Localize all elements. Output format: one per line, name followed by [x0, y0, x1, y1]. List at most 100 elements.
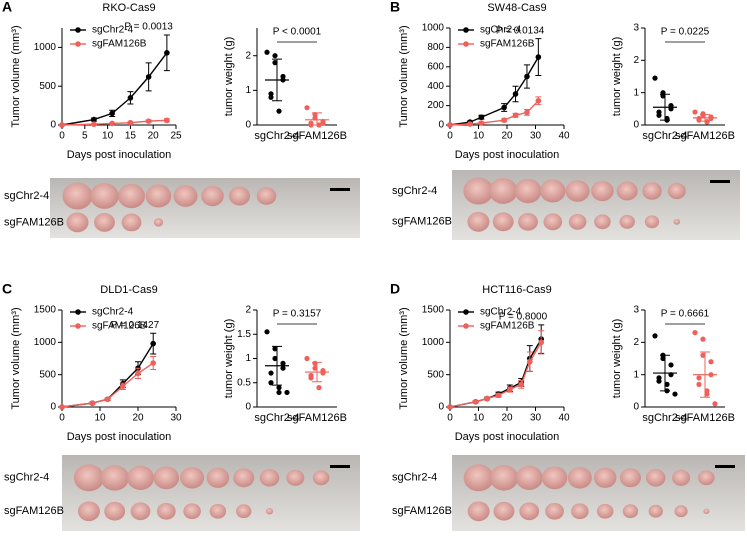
x-tick-label: 25	[170, 131, 182, 142]
data-point	[316, 385, 322, 391]
series-line	[61, 119, 167, 126]
tumor	[77, 501, 100, 522]
panel-label: D	[390, 281, 400, 297]
tumor	[515, 465, 543, 490]
data-point	[304, 105, 310, 111]
y-tick-label: 1	[245, 85, 251, 96]
tumor	[492, 212, 514, 232]
data-point	[304, 355, 310, 362]
y-tick-label: 200	[427, 100, 444, 111]
annotation: P = 0.0013	[124, 22, 173, 33]
tumor	[493, 501, 515, 521]
y-tick-label: 800	[427, 42, 444, 53]
data-point	[280, 365, 286, 371]
photo-background	[452, 455, 745, 531]
data-point	[164, 117, 170, 124]
tumor	[540, 179, 566, 203]
data-point	[692, 109, 698, 115]
tumor	[118, 183, 145, 209]
tumor	[121, 213, 142, 232]
y-tick-label: 1000	[34, 42, 57, 53]
data-point	[109, 110, 115, 117]
y-tick-label: 1500	[34, 305, 57, 316]
tumor	[616, 181, 638, 201]
tumor	[229, 186, 250, 206]
legend-label: sgChr2-4	[92, 307, 134, 318]
y-tick-label: 500	[427, 369, 444, 380]
data-point	[656, 378, 662, 384]
tumor	[642, 182, 662, 200]
x-tick-label: 0	[447, 413, 453, 424]
x-tick-label: 10	[102, 131, 114, 142]
data-point	[308, 122, 314, 128]
x-tick-label: sgFAM126B	[675, 130, 735, 142]
x-tick-label: 20	[148, 131, 160, 142]
tumor	[130, 502, 151, 521]
data-point	[512, 112, 519, 119]
tumor	[73, 464, 104, 492]
y-tick-label: 2	[245, 50, 251, 61]
data-point	[696, 375, 702, 381]
tumor	[233, 468, 255, 488]
sd-bar	[660, 93, 670, 121]
data-point	[700, 352, 706, 358]
data-point	[164, 50, 170, 56]
photo-row-label: sgChr2-4	[4, 190, 49, 202]
tumor	[622, 504, 639, 519]
tumor	[286, 469, 305, 486]
y-tick-label: 0	[438, 402, 444, 413]
data-point	[501, 117, 507, 123]
tumor	[674, 505, 688, 518]
data-point	[145, 74, 152, 80]
tumor	[145, 184, 172, 208]
y-tick-label: 3	[633, 305, 639, 316]
legend-marker	[463, 323, 469, 329]
tumor	[672, 469, 691, 486]
y-axis-label: tumor weight (g)	[611, 319, 623, 398]
scale-bar	[330, 188, 350, 191]
annotation: P = 0.6661	[661, 309, 710, 320]
data-point	[135, 370, 141, 377]
data-point	[89, 400, 96, 406]
y-tick-label: 2	[633, 337, 639, 348]
tumor	[104, 501, 126, 521]
data-point	[672, 391, 678, 397]
photo-row-label: sgChr2-4	[392, 185, 437, 197]
data-point	[308, 375, 314, 381]
panel-label: A	[2, 0, 12, 15]
chart-title: HCT116-Cas9	[482, 284, 552, 296]
y-tick-label: 500	[39, 81, 56, 92]
legend-marker	[463, 27, 469, 33]
data-point	[507, 386, 513, 393]
y-tick-label: 1000	[34, 337, 57, 348]
legend-label: sgFAM126B	[92, 321, 147, 332]
y-tick-label: 0	[50, 402, 56, 413]
x-axis-label: Days post inoculation	[455, 431, 560, 443]
data-point	[660, 355, 666, 362]
tumor	[596, 503, 614, 519]
data-point	[708, 115, 714, 122]
annotation: P < 0.0001	[273, 27, 322, 38]
tumor	[593, 467, 617, 488]
tumor	[463, 177, 494, 205]
data-point	[535, 54, 542, 60]
data-point	[700, 336, 706, 342]
y-tick-label: 0	[633, 120, 639, 131]
photo-row-label: sgFAM126B	[4, 216, 64, 228]
data-point	[527, 358, 533, 365]
x-tick-label: 20	[132, 413, 144, 424]
sd-bar	[700, 351, 710, 398]
tumor	[127, 465, 154, 490]
x-tick-label: sgChr2-4	[642, 130, 687, 142]
tumor	[256, 187, 277, 205]
data-point	[91, 116, 97, 123]
data-point	[712, 401, 718, 407]
data-point	[268, 380, 274, 386]
data-point	[272, 346, 278, 352]
data-point	[59, 404, 65, 410]
tumor	[489, 464, 519, 491]
data-point	[664, 381, 670, 387]
x-tick-label: 10	[94, 413, 106, 424]
data-point	[478, 120, 485, 126]
